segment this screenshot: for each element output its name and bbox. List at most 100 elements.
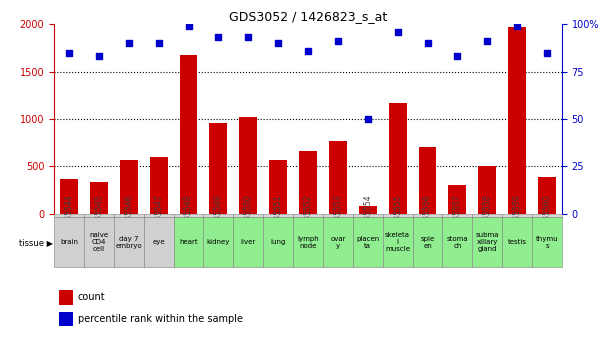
Bar — [90, 182, 108, 214]
Text: GSM35545: GSM35545 — [94, 195, 103, 236]
Bar — [263, 217, 293, 267]
Bar — [263, 214, 293, 217]
Bar — [359, 206, 377, 214]
Text: GSM35559: GSM35559 — [513, 195, 522, 236]
Text: GSM35549: GSM35549 — [214, 195, 223, 236]
Bar — [293, 217, 323, 267]
Bar — [502, 214, 532, 217]
Bar — [448, 185, 466, 214]
Bar — [60, 179, 78, 214]
Text: GSM35558: GSM35558 — [483, 195, 492, 236]
Bar — [174, 217, 204, 267]
Text: day 7
embryо: day 7 embryо — [115, 236, 142, 249]
Point — [483, 38, 492, 44]
Bar — [233, 214, 263, 217]
Point — [333, 38, 343, 44]
Text: lung: lung — [270, 239, 286, 245]
Bar — [412, 214, 442, 217]
Text: GSM35557: GSM35557 — [453, 195, 462, 236]
Point — [453, 53, 462, 59]
Bar — [472, 217, 502, 267]
Text: GSM35552: GSM35552 — [304, 195, 313, 236]
Text: percentile rank within the sample: percentile rank within the sample — [78, 314, 243, 324]
Text: tissue ▶: tissue ▶ — [19, 238, 53, 247]
Bar — [412, 217, 442, 267]
Bar — [209, 123, 227, 214]
Bar — [323, 217, 353, 267]
Text: skeleta
l
muscle: skeleta l muscle — [385, 233, 410, 252]
Text: GSM35544: GSM35544 — [64, 195, 73, 236]
Point — [423, 40, 432, 46]
Point — [363, 116, 373, 122]
Bar — [478, 166, 496, 214]
Bar — [54, 214, 84, 217]
Point — [542, 50, 552, 55]
Bar — [233, 217, 263, 267]
Text: liver: liver — [240, 239, 256, 245]
Bar — [59, 312, 73, 326]
Text: eye: eye — [152, 239, 165, 245]
Text: GSM35556: GSM35556 — [423, 195, 432, 236]
Text: sple
en: sple en — [420, 236, 435, 249]
Point — [213, 35, 223, 40]
Bar — [144, 217, 174, 267]
Bar — [472, 214, 502, 217]
Bar — [204, 217, 233, 267]
Bar — [114, 214, 144, 217]
Text: placen
ta: placen ta — [356, 236, 379, 249]
Bar — [84, 217, 114, 267]
Point — [393, 29, 403, 34]
Bar — [329, 141, 347, 214]
Bar — [383, 214, 412, 217]
Point — [94, 53, 104, 59]
Bar — [204, 214, 233, 217]
Bar — [293, 214, 323, 217]
Bar — [389, 104, 407, 214]
Bar — [180, 55, 198, 214]
Text: count: count — [78, 293, 106, 302]
Text: GSM35555: GSM35555 — [393, 195, 402, 236]
Text: GSM35550: GSM35550 — [244, 195, 253, 236]
Title: GDS3052 / 1426823_s_at: GDS3052 / 1426823_s_at — [229, 10, 387, 23]
Point — [64, 50, 74, 55]
Bar — [174, 214, 204, 217]
Bar — [532, 217, 562, 267]
Bar — [120, 160, 138, 214]
Point — [273, 40, 283, 46]
Bar — [54, 217, 84, 267]
Text: testis: testis — [508, 239, 526, 245]
Text: lymph
node: lymph node — [297, 236, 319, 249]
Point — [154, 40, 163, 46]
Text: GSM35553: GSM35553 — [334, 195, 343, 236]
Text: kidney: kidney — [207, 239, 230, 245]
Bar — [323, 214, 353, 217]
Bar — [508, 27, 526, 214]
Text: thymu
s: thymu s — [535, 236, 558, 249]
Bar — [269, 160, 287, 214]
Bar — [84, 214, 114, 217]
Point — [304, 48, 313, 53]
Point — [184, 23, 194, 29]
Text: heart: heart — [179, 239, 198, 245]
Bar — [353, 217, 383, 267]
Bar — [383, 217, 412, 267]
Point — [243, 35, 253, 40]
Text: ovar
y: ovar y — [330, 236, 346, 249]
Text: GSM35548: GSM35548 — [184, 195, 193, 236]
Text: GSM35547: GSM35547 — [154, 195, 163, 236]
Bar — [299, 151, 317, 214]
Bar — [442, 214, 472, 217]
Bar — [502, 217, 532, 267]
Text: subma
xillary
gland: subma xillary gland — [475, 233, 499, 252]
Point — [512, 23, 522, 29]
Bar — [59, 290, 73, 305]
Point — [124, 40, 133, 46]
Bar — [353, 214, 383, 217]
Text: naive
CD4
cell: naive CD4 cell — [90, 233, 108, 252]
Bar — [114, 217, 144, 267]
Bar — [144, 214, 174, 217]
Text: stoma
ch: stoma ch — [447, 236, 468, 249]
Text: brain: brain — [60, 239, 78, 245]
Bar — [418, 147, 436, 214]
Bar — [442, 217, 472, 267]
